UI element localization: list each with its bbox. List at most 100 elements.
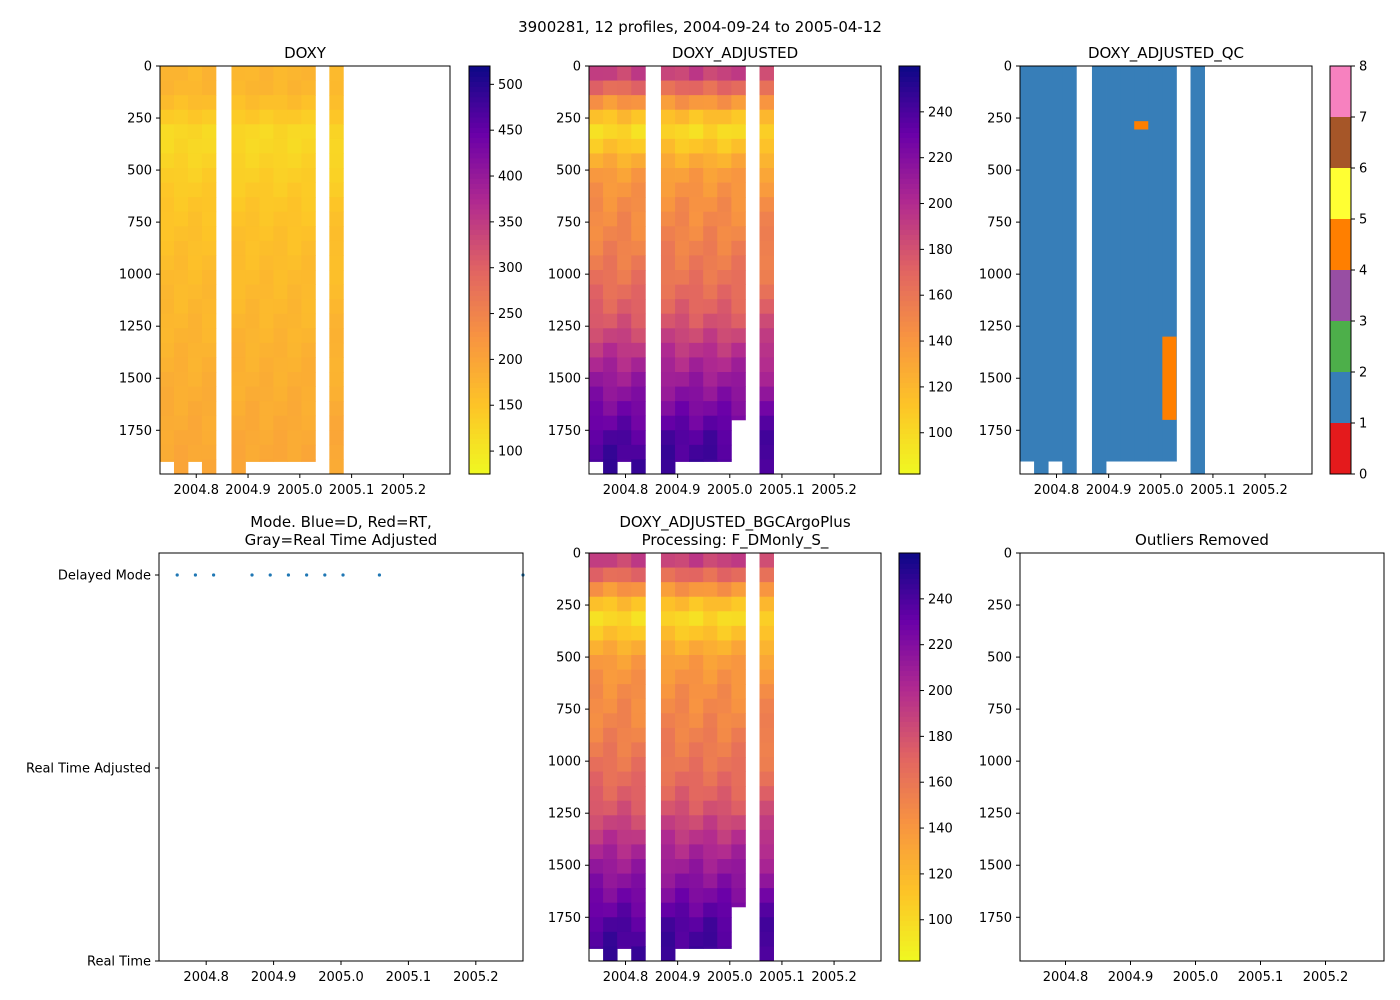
doxy-bgc-cell bbox=[759, 946, 774, 962]
doxy-colorbar-segment bbox=[469, 417, 490, 424]
doxy-adjusted-cell bbox=[603, 255, 618, 271]
doxy-cell bbox=[201, 401, 217, 417]
doxy-cell bbox=[187, 95, 203, 111]
doxy-adjusted-cell bbox=[731, 372, 746, 387]
mode-ytick-label: Delayed Mode bbox=[58, 569, 151, 584]
doxy-bgc-cell bbox=[689, 596, 704, 612]
doxy-bgc-cell bbox=[589, 815, 604, 831]
doxy-bgc-cell bbox=[660, 582, 676, 598]
doxy-xtick-label: 2005.0 bbox=[277, 483, 323, 498]
doxy-bgc-cell bbox=[631, 611, 646, 627]
doxy-bgc-colorbar-segment bbox=[899, 787, 920, 794]
doxy-cell bbox=[273, 226, 288, 242]
doxy-colorbar-segment bbox=[469, 66, 490, 72]
doxy-bgc-colorbar-segment bbox=[899, 940, 920, 947]
doxy-bgc-marks bbox=[589, 553, 774, 962]
doxy-bgc-cell bbox=[589, 640, 604, 656]
doxy-bgc-cell bbox=[617, 917, 632, 933]
doxy-bgc-colorbar-segment bbox=[899, 925, 920, 931]
doxy-bgc-cell bbox=[603, 859, 618, 874]
doxy-cell bbox=[173, 328, 189, 344]
doxy-bgc-cell bbox=[731, 829, 746, 845]
doxy-bgc-cell bbox=[689, 655, 704, 670]
doxy-bgc-cell bbox=[617, 567, 632, 583]
doxy-bgc-ytick-label: 1000 bbox=[548, 755, 581, 770]
doxy-adjusted-cell bbox=[703, 299, 718, 315]
doxy-bgc-cell bbox=[703, 931, 718, 947]
doxy-cell bbox=[273, 182, 288, 198]
doxy-cell bbox=[245, 415, 260, 431]
doxy-cell bbox=[201, 138, 217, 154]
doxy-adjusted-cell bbox=[717, 138, 732, 154]
doxy-cell bbox=[173, 80, 189, 96]
doxy-adjusted-cell bbox=[603, 386, 618, 402]
mode-point bbox=[305, 573, 309, 577]
doxy-adjusted-cell bbox=[589, 240, 604, 256]
doxy-cell bbox=[187, 168, 203, 183]
doxy-adjusted-cell bbox=[703, 270, 718, 285]
doxy-adjusted-cell bbox=[689, 270, 704, 285]
doxy-cell bbox=[201, 430, 217, 446]
doxy-adjusted-cell bbox=[703, 226, 718, 242]
doxy-bgc-cell bbox=[603, 655, 618, 670]
doxy-adjusted-colorbar-segment bbox=[899, 275, 920, 281]
doxy-cell bbox=[273, 386, 288, 402]
doxy-adjusted-cell bbox=[717, 80, 732, 96]
doxy-cell bbox=[329, 168, 344, 183]
doxy-adjusted-ytick-label: 1750 bbox=[548, 424, 581, 439]
doxy-cell bbox=[187, 415, 203, 431]
doxy-bgc-cell bbox=[731, 859, 746, 874]
doxy-colorbar: 100 150 200 250 300 350 400 450 500 bbox=[468, 65, 523, 475]
doxy-cell bbox=[231, 270, 246, 285]
doxy-cell bbox=[329, 240, 344, 256]
doxy-cell bbox=[201, 211, 217, 227]
doxy-bgc-cell bbox=[603, 553, 618, 568]
doxy-colorbar-segment bbox=[469, 300, 490, 307]
mode-point bbox=[175, 573, 179, 577]
doxy-cell bbox=[160, 182, 175, 198]
outliers-xtick-label: 2005.0 bbox=[1173, 970, 1219, 985]
doxy-cell bbox=[173, 168, 189, 183]
doxy-adjusted-cell bbox=[660, 401, 676, 417]
doxy-adjusted-colorbar-segment bbox=[899, 234, 920, 240]
doxy-cell bbox=[231, 372, 246, 387]
doxy-bgc-colorbar-segment bbox=[899, 833, 920, 840]
doxy-colorbar-tick-label: 250 bbox=[498, 307, 523, 322]
doxy-adjusted-qc-colorbar-segment bbox=[1330, 219, 1351, 270]
doxy-adjusted-cell bbox=[759, 270, 774, 285]
doxy-cell bbox=[273, 240, 288, 256]
doxy-adjusted-cell bbox=[717, 182, 732, 198]
doxy-cell bbox=[187, 386, 203, 402]
doxy-bgc-cell bbox=[589, 625, 604, 641]
doxy-bgc-cell bbox=[689, 553, 704, 568]
doxy-bgc-cell bbox=[675, 873, 690, 889]
doxy-cell bbox=[245, 66, 260, 81]
doxy-cell bbox=[301, 328, 316, 344]
doxy-colorbar-segment bbox=[469, 366, 490, 373]
doxy-adjusted-cell bbox=[689, 328, 704, 344]
doxy-adjusted-cell bbox=[731, 182, 746, 198]
doxy-bgc-cell bbox=[703, 786, 718, 802]
doxy-bgc-cell bbox=[689, 902, 704, 918]
doxy-cell bbox=[301, 182, 316, 198]
doxy-bgc-cell bbox=[717, 742, 732, 758]
doxy-bgc-ytick-label: 1250 bbox=[548, 807, 581, 822]
doxy-bgc-cell bbox=[617, 553, 632, 568]
doxy-adjusted-cell bbox=[689, 459, 704, 462]
doxy-adjusted-cell bbox=[717, 124, 732, 140]
doxy-adjusted-cell bbox=[759, 80, 774, 96]
doxy-bgc-cell bbox=[589, 669, 604, 685]
doxy-adjusted-qc-colorbar: 0 1 2 3 4 5 6 7 8 bbox=[1329, 60, 1367, 483]
doxy-bgc-cell bbox=[617, 596, 632, 612]
doxy-adjusted-colorbar-segment bbox=[899, 81, 920, 87]
doxy-cell bbox=[301, 430, 316, 446]
doxy-ytick-label: 250 bbox=[127, 112, 152, 127]
doxy-bgc-cell bbox=[603, 625, 618, 641]
doxy-colorbar-segment bbox=[469, 453, 490, 460]
doxy-adjusted-marks bbox=[589, 66, 774, 475]
outliers-ytick-label: 1000 bbox=[979, 755, 1012, 770]
doxy-bgc-cell bbox=[717, 946, 732, 949]
doxy-cell bbox=[187, 372, 203, 387]
doxy-bgc-colorbar-segment bbox=[899, 655, 920, 661]
doxy-adjusted-colorbar-segment bbox=[899, 147, 920, 154]
